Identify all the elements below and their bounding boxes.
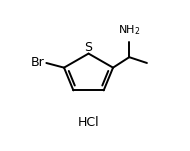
- Text: S: S: [85, 41, 93, 54]
- Text: HCl: HCl: [78, 116, 99, 129]
- Text: Br: Br: [31, 56, 45, 69]
- Text: NH$_2$: NH$_2$: [118, 24, 141, 37]
